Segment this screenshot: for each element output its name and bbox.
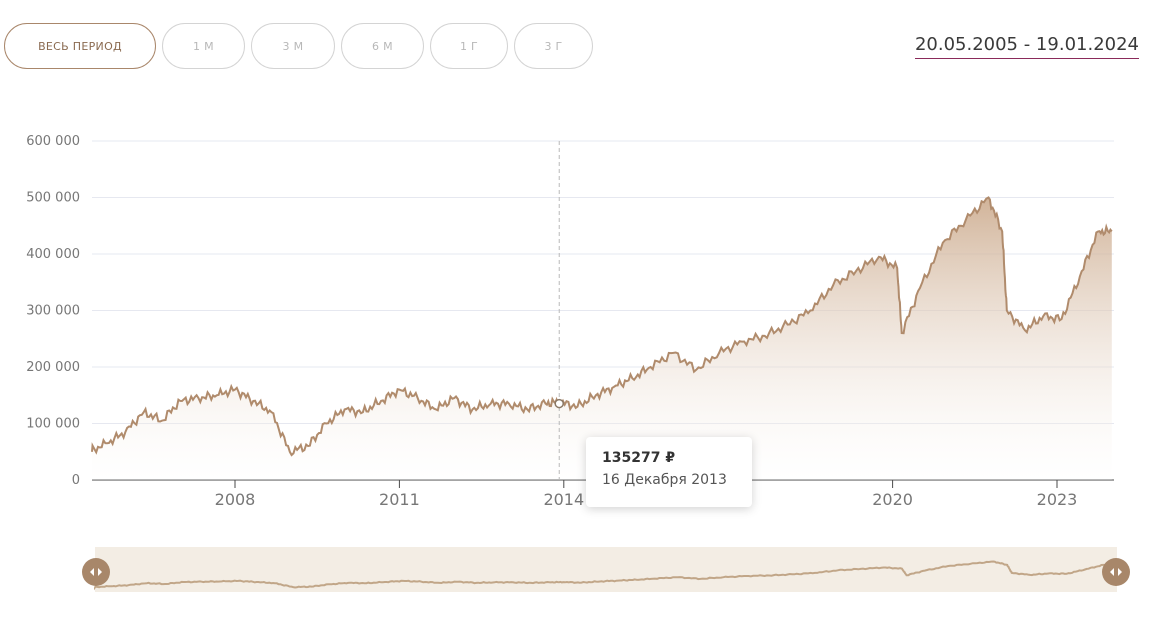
arrows-icon bbox=[1110, 568, 1122, 576]
y-tick-label: 600 000 bbox=[26, 134, 80, 149]
x-tick-label: 2008 bbox=[215, 490, 256, 509]
x-axis-labels: 200820112014201720202023 bbox=[215, 480, 1078, 509]
period-1m-button[interactable]: 1 М bbox=[162, 23, 245, 69]
y-tick-label: 400 000 bbox=[26, 247, 80, 262]
period-3m-button[interactable]: 3 М bbox=[251, 23, 335, 69]
navigator-left-handle[interactable] bbox=[82, 558, 110, 586]
y-tick-label: 200 000 bbox=[26, 360, 80, 375]
y-tick-label: 300 000 bbox=[26, 304, 80, 319]
navigator-right-handle[interactable] bbox=[1102, 558, 1130, 586]
navigator-background bbox=[95, 547, 1117, 592]
x-tick-label: 2020 bbox=[872, 490, 913, 509]
price-tooltip: 135277 ₽ 16 Декабря 2013 bbox=[586, 437, 752, 507]
x-tick-label: 2014 bbox=[543, 490, 584, 509]
navigator-line bbox=[94, 560, 1118, 591]
tooltip-date: 16 Декабря 2013 bbox=[602, 472, 727, 488]
x-tick-label: 2023 bbox=[1037, 490, 1078, 509]
period-all-button[interactable]: ВЕСЬ ПЕРИОД bbox=[4, 23, 156, 69]
x-tick-label: 2011 bbox=[379, 490, 420, 509]
arrows-icon bbox=[90, 568, 102, 576]
period-6m-button[interactable]: 6 М bbox=[341, 23, 424, 69]
y-tick-label: 500 000 bbox=[26, 191, 80, 206]
y-tick-label: 0 bbox=[72, 473, 80, 488]
y-axis-labels: 0 100 000 200 000 300 000 400 000 500 000 600 … bbox=[26, 134, 80, 488]
date-range-picker[interactable]: 20.05.2005 - 19.01.2024 bbox=[914, 34, 1139, 59]
period-1y-button[interactable]: 1 Г bbox=[430, 23, 508, 69]
highlight-point bbox=[554, 398, 564, 409]
tooltip-value: 135277 ₽ bbox=[602, 450, 676, 466]
y-tick-label: 100 000 bbox=[26, 417, 80, 432]
price-line bbox=[91, 196, 1113, 457]
period-selector: ВЕСЬ ПЕРИОД 1 М 3 М 6 М 1 Г 3 Г bbox=[4, 23, 599, 69]
period-3y-button[interactable]: 3 Г bbox=[514, 23, 593, 69]
